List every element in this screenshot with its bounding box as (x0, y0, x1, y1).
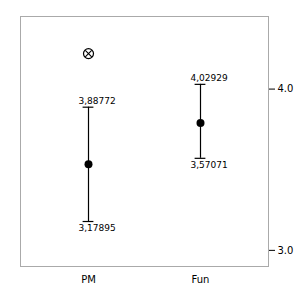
svg-text:3,88772: 3,88772 (79, 96, 116, 106)
svg-text:3.0: 3.0 (278, 245, 294, 256)
svg-text:PM: PM (81, 274, 96, 285)
svg-text:4.0: 4.0 (278, 83, 294, 94)
svg-text:3,17895: 3,17895 (79, 223, 116, 233)
svg-text:4,02929: 4,02929 (191, 73, 228, 83)
svg-text:Fun: Fun (192, 274, 210, 285)
svg-text:3,57071: 3,57071 (191, 160, 228, 170)
